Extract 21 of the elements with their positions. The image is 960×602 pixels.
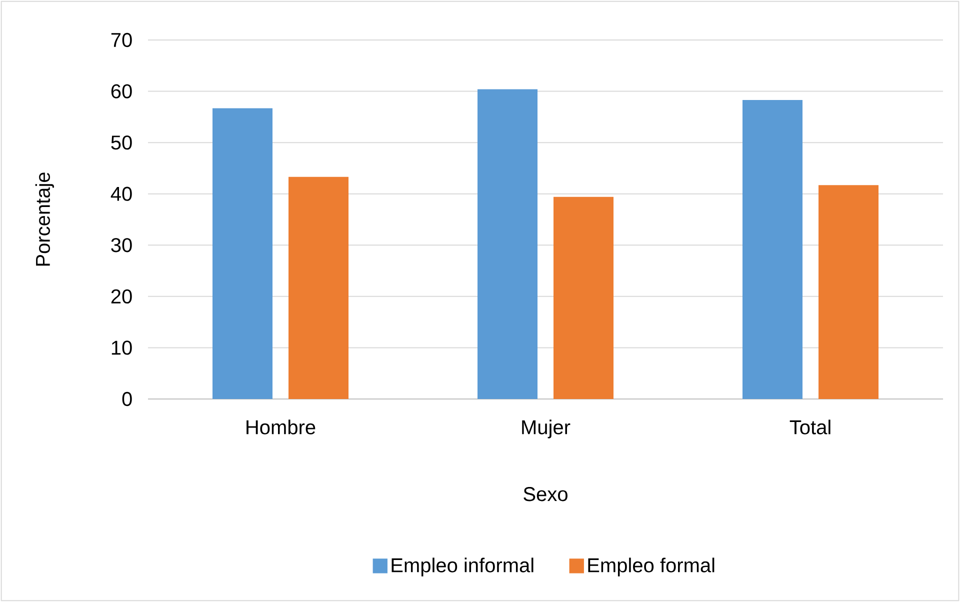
bar: [818, 185, 879, 399]
y-tick-label: 40: [110, 186, 132, 201]
y-tick-label: 20: [111, 289, 132, 304]
x-axis-title: Sexo: [524, 487, 568, 502]
bar: [742, 100, 803, 399]
legend-label: Empleo formal: [588, 558, 714, 576]
legend-label: Empleo informal: [392, 558, 534, 576]
bar: [212, 108, 273, 399]
x-tick-label: Mujer: [522, 420, 570, 438]
y-tick-label: 10: [112, 340, 132, 355]
y-axis-title: Porcentaje: [35, 172, 54, 266]
x-tick-label: Hombre: [246, 420, 316, 434]
bar: [478, 89, 538, 399]
x-tick-label: Total: [790, 420, 830, 434]
bar: [288, 176, 349, 399]
bar: [554, 196, 614, 399]
y-tick-label: 70: [111, 32, 132, 48]
y-tick-label: 30: [111, 238, 132, 252]
y-tick-label: 0: [122, 392, 132, 406]
y-tick-label: 60: [111, 84, 132, 98]
y-tick-label: 50: [111, 136, 132, 150]
